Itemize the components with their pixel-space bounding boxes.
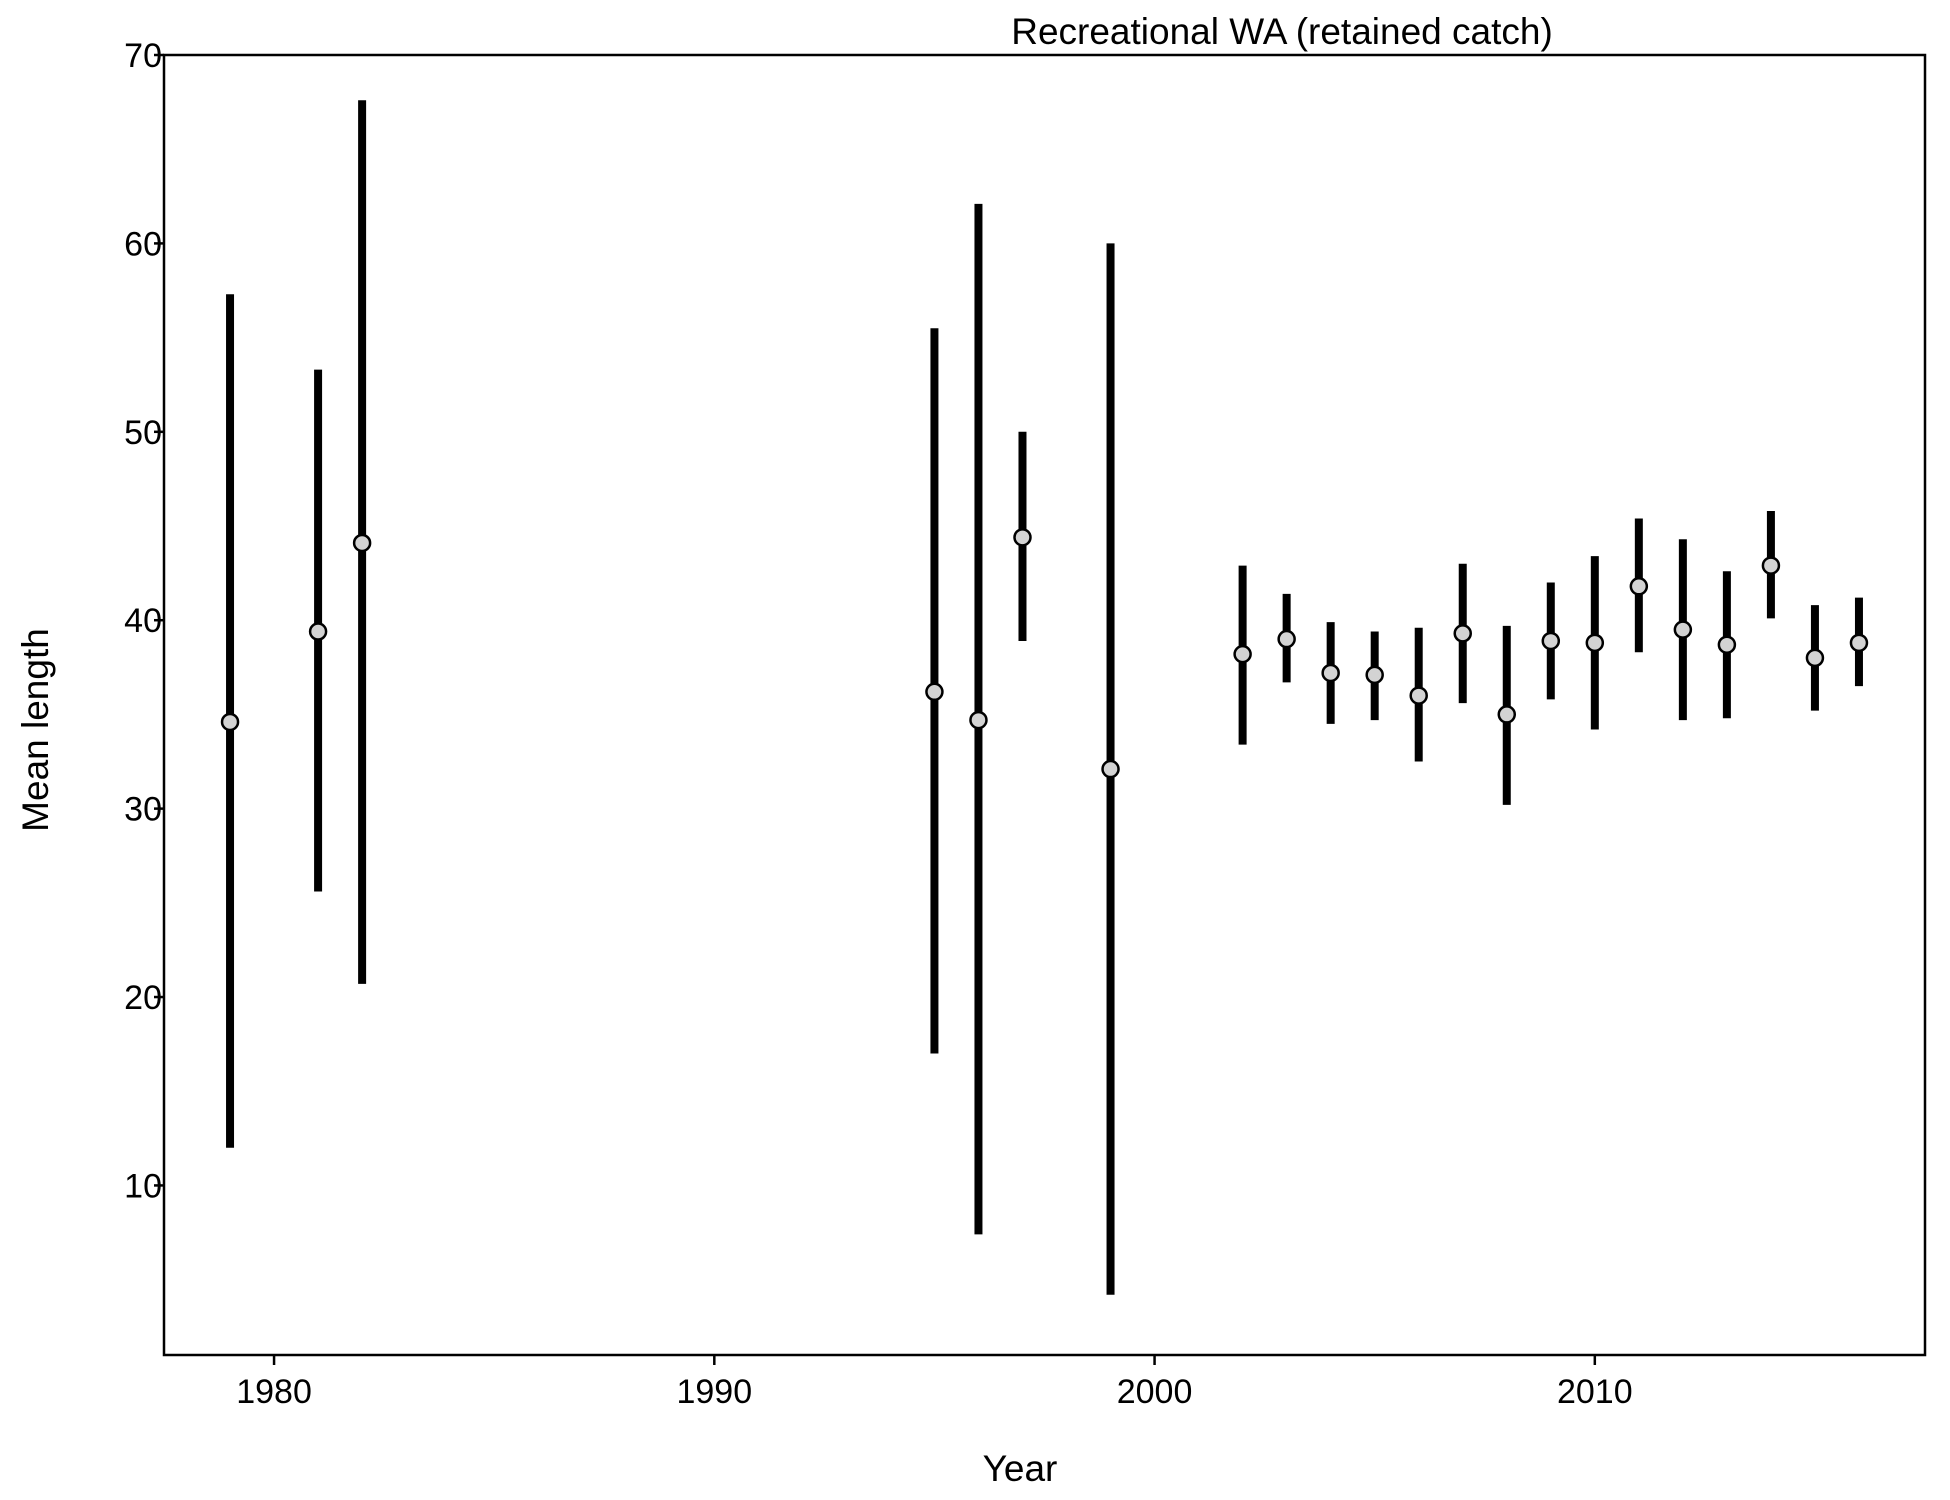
- y-tick-label: 70: [124, 37, 162, 75]
- data-point: [1761, 556, 1781, 575]
- data-point: [1805, 648, 1825, 668]
- data-point: [1453, 624, 1472, 643]
- y-axis-ticks: 10 20 30 40 50 60 70: [124, 37, 164, 1205]
- y-tick-label: 50: [124, 414, 162, 452]
- data-point: [1409, 686, 1428, 705]
- data-point: [969, 710, 988, 730]
- data-point: [1541, 631, 1561, 651]
- data-point: [1013, 528, 1032, 547]
- y-tick-label: 60: [124, 225, 162, 263]
- data-point: [352, 533, 372, 553]
- data-point: [1849, 633, 1869, 653]
- data-point: [1233, 644, 1252, 664]
- data-point: [1321, 663, 1340, 683]
- data-point: [1101, 759, 1120, 779]
- data-point: [1717, 635, 1737, 654]
- data-point: [1629, 577, 1649, 596]
- plot-frame: [162, 53, 1927, 1357]
- chart-title: Recreational WA (retained catch): [1011, 11, 1553, 52]
- x-tick-label: 2010: [1557, 1373, 1633, 1411]
- x-tick-label: 1990: [676, 1373, 752, 1411]
- data-point: [1585, 633, 1605, 653]
- x-axis-label: Year: [983, 1448, 1058, 1489]
- x-tick-label: 1980: [236, 1373, 312, 1411]
- data-point: [1673, 620, 1693, 639]
- y-axis-label: Mean length: [15, 628, 56, 832]
- data-marks: [220, 100, 1869, 1295]
- data-point: [1497, 705, 1517, 724]
- y-tick-label: 10: [124, 1167, 162, 1205]
- y-tick-label: 40: [124, 602, 162, 640]
- y-tick-label: 30: [124, 791, 162, 829]
- data-point: [1365, 665, 1384, 685]
- data-point: [308, 622, 328, 641]
- data-point: [925, 682, 944, 702]
- x-tick-label: 2000: [1117, 1373, 1193, 1411]
- data-point: [1277, 629, 1296, 649]
- data-point: [220, 712, 240, 732]
- x-axis-ticks: 1980 1990 2000 2010: [236, 1355, 1633, 1411]
- y-tick-label: 20: [124, 979, 162, 1017]
